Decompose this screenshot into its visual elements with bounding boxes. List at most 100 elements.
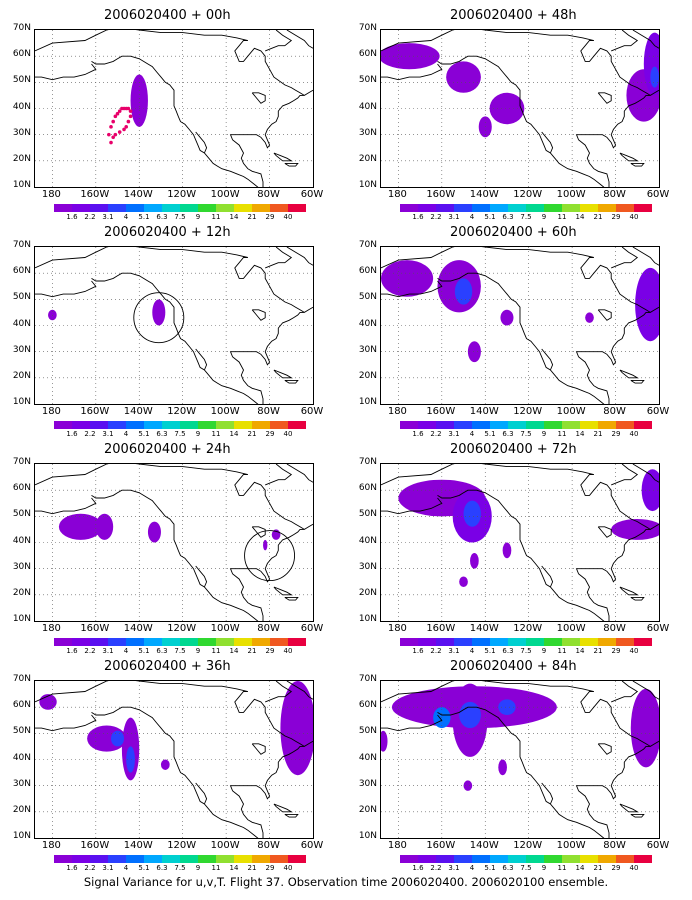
coastline <box>611 30 639 52</box>
colorbar-swatch <box>436 204 454 212</box>
longitude-label: 120W <box>513 406 543 417</box>
map-frame <box>34 463 314 622</box>
flight-track-point <box>122 127 126 132</box>
coastline <box>234 40 305 96</box>
latitude-label: 60N <box>12 266 31 277</box>
colorbar-swatch <box>580 855 598 863</box>
longitude-label: 60W <box>646 406 670 417</box>
longitude-label: 80W <box>603 840 626 851</box>
coastline <box>541 131 554 154</box>
longitude-label: 180 <box>41 840 61 851</box>
variance-contour <box>470 552 479 569</box>
coastline <box>597 92 612 104</box>
coastline <box>234 691 305 747</box>
colorbar-swatch <box>72 421 90 429</box>
flight-track-point <box>109 140 113 145</box>
colorbar-label: 21 <box>247 647 257 655</box>
coastline <box>437 272 605 404</box>
colorbar-label: 1.6 <box>412 213 424 221</box>
latitude-label: 50N <box>12 292 31 303</box>
colorbar-label: 21 <box>247 864 257 872</box>
variance-contour <box>381 43 440 70</box>
colorbar-swatch <box>108 855 126 863</box>
variance-contour <box>459 576 468 587</box>
colorbar-swatch <box>198 204 216 212</box>
colorbar-swatch <box>252 638 270 646</box>
coastline <box>381 714 443 732</box>
coastline <box>381 280 443 298</box>
colorbar-swatch <box>216 421 234 429</box>
colorbar-swatch <box>472 638 490 646</box>
verification-region-circle <box>244 530 296 582</box>
longitude-label: 100W <box>556 189 586 200</box>
colorbar-label: 3.1 <box>448 430 460 438</box>
longitude-label: 80W <box>603 623 626 634</box>
colorbar-swatch <box>418 421 436 429</box>
colorbar-label: 21 <box>593 864 603 872</box>
colorbar-label: 5.1 <box>484 213 496 221</box>
colorbar-label: 7.5 <box>174 430 186 438</box>
colorbar-swatch <box>544 421 562 429</box>
colorbar-swatch <box>544 204 562 212</box>
latitude-label: 40N <box>358 752 377 763</box>
colorbar-label: 6.3 <box>502 864 514 872</box>
coastline <box>229 89 313 187</box>
colorbar-label: 6.3 <box>502 430 514 438</box>
colorbar-label: 5.1 <box>138 430 150 438</box>
coastline <box>452 30 594 41</box>
panel-title: 2006020400 + 60h <box>450 225 577 240</box>
flight-track-point <box>117 130 122 134</box>
colorbar-label: 2.2 <box>84 647 96 655</box>
colorbar-swatch <box>418 204 436 212</box>
colorbar-label: 14 <box>229 647 239 655</box>
longitude-label: 140W <box>469 189 499 200</box>
colorbar-swatch <box>180 638 198 646</box>
colorbar-label: 1.6 <box>66 647 78 655</box>
colorbar-swatch <box>400 855 418 863</box>
longitude-label: 100W <box>556 623 586 634</box>
coastline <box>580 40 651 96</box>
colorbar-label: 9 <box>195 864 201 872</box>
coastline <box>35 497 97 515</box>
colorbar-label: 40 <box>283 864 293 872</box>
variance-contour <box>446 61 481 93</box>
colorbar <box>400 855 652 863</box>
colorbar-swatch <box>108 421 126 429</box>
colorbar-label: 2.2 <box>430 213 442 221</box>
colorbar-label: 9 <box>195 647 201 655</box>
colorbar <box>54 855 306 863</box>
coastline <box>229 740 313 838</box>
colorbar-label: 5.1 <box>138 647 150 655</box>
latitude-label: 40N <box>12 101 31 112</box>
latitude-label: 50N <box>12 509 31 520</box>
colorbar-swatch <box>162 855 180 863</box>
colorbar-label: 5.1 <box>484 864 496 872</box>
colorbar-label: 2.2 <box>430 864 442 872</box>
colorbar-swatch <box>252 855 270 863</box>
coastline <box>381 681 453 703</box>
figure-caption: Signal Variance for u,v,T. Flight 37. Ob… <box>83 875 609 889</box>
colorbar-swatch <box>580 204 598 212</box>
variance-contour <box>498 759 507 776</box>
longitude-label: 60W <box>300 623 324 634</box>
colorbar-label: 21 <box>593 647 603 655</box>
latitude-label: 60N <box>12 49 31 60</box>
latitude-label: 50N <box>358 292 377 303</box>
coastline <box>619 803 639 813</box>
colorbar-label: 4 <box>469 213 475 221</box>
colorbar-label: 4 <box>123 647 129 655</box>
coastline <box>580 474 651 530</box>
longitude-label: 140W <box>123 406 153 417</box>
latitude-label: 10N <box>12 614 31 624</box>
coastline <box>195 565 208 588</box>
longitude-label: 140W <box>469 623 499 634</box>
latitude-label: 60N <box>358 49 377 60</box>
map-frame <box>380 29 660 188</box>
latitude-label: 70N <box>358 457 377 467</box>
colorbar-swatch <box>54 204 72 212</box>
colorbar-label: 29 <box>265 864 275 872</box>
colorbar-swatch <box>90 204 108 212</box>
coastline <box>195 348 208 371</box>
colorbar-swatch <box>616 204 634 212</box>
coastline <box>437 706 605 838</box>
